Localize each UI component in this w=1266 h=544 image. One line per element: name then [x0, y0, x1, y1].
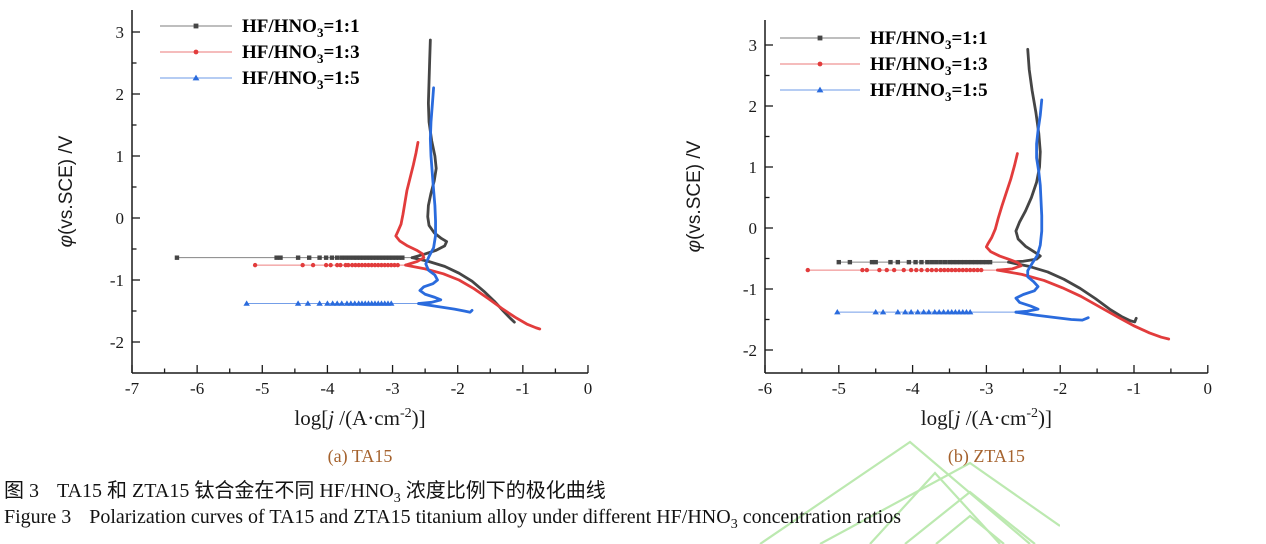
tick-labels: -7 -6 -5 -4 -3 -2 -1 0 3 2 1 0 -1 -2 — [110, 23, 592, 398]
svg-text:-4: -4 — [906, 379, 921, 398]
svg-text:0: 0 — [1204, 379, 1213, 398]
svg-text:-2: -2 — [1053, 379, 1067, 398]
legend-label: HF/HNO3=1:5 — [870, 80, 988, 104]
svg-text:-1: -1 — [110, 271, 124, 290]
svg-text:2: 2 — [116, 85, 125, 104]
legend: HF/HNO3=1:1HF/HNO3=1:3HF/HNO3=1:5 — [780, 28, 988, 104]
svg-text:1: 1 — [749, 158, 758, 177]
svg-text:-5: -5 — [255, 379, 269, 398]
series-HF/HNO3=1:3 — [252, 140, 542, 331]
x-axis-label: log[j /(A·cm-2)] — [294, 406, 425, 430]
svg-text:-1: -1 — [516, 379, 530, 398]
svg-text:-7: -7 — [125, 379, 140, 398]
series-HF/HNO3=1:5 — [243, 86, 474, 314]
panel-label: (b) ZTA15 — [948, 446, 1025, 467]
tick-marks — [764, 44, 1209, 373]
series-HF/HNO3=1:3 — [805, 152, 1171, 341]
chart-a-ta15: -7 -6 -5 -4 -3 -2 -1 0 3 2 1 0 -1 -2 log[j /(A·cm-2)] φ… — [56, 10, 592, 467]
legend-label: HF/HNO3=1:5 — [242, 68, 360, 92]
svg-text:-3: -3 — [979, 379, 993, 398]
legend-label: HF/HNO3=1:1 — [870, 28, 988, 52]
svg-text:0: 0 — [116, 209, 125, 228]
series-HF/HNO3=1:5 — [834, 98, 1090, 322]
svg-text:-6: -6 — [758, 379, 772, 398]
tick-labels: -6 -5 -4 -3 -2 -1 0 3 2 1 0 -1 -2 — [743, 36, 1212, 398]
nested-chevrons-watermark-icon — [759, 440, 1060, 544]
svg-text:-3: -3 — [385, 379, 399, 398]
y-axis-label: φ(vs.SCE) /V — [56, 135, 77, 247]
svg-text:3: 3 — [749, 36, 758, 55]
svg-text:-1: -1 — [743, 280, 757, 299]
legend-label: HF/HNO3=1:1 — [242, 16, 360, 40]
legend-label: HF/HNO3=1:3 — [870, 54, 988, 78]
caption-chinese: 图 3 TA15 和 ZTA15 钛合金在不同 HF/HNO3 浓度比例下的极化曲… — [4, 480, 606, 506]
x-axis-label: log[j /(A·cm-2)] — [921, 406, 1052, 430]
svg-text:-1: -1 — [1127, 379, 1141, 398]
panel-label: (a) TA15 — [328, 446, 393, 467]
svg-text:-5: -5 — [832, 379, 846, 398]
y-axis-label: φ(vs.SCE) /V — [684, 140, 705, 252]
svg-text:-6: -6 — [190, 379, 204, 398]
legend: HF/HNO3=1:1HF/HNO3=1:3HF/HNO3=1:5 — [160, 16, 360, 92]
tick-marks — [131, 31, 589, 373]
caption-english: Figure 3 Polarization curves of TA15 and … — [4, 506, 901, 532]
svg-text:3: 3 — [116, 23, 125, 42]
series-HF/HNO3=1:1 — [174, 38, 516, 324]
svg-text:-2: -2 — [451, 379, 465, 398]
svg-text:0: 0 — [749, 219, 758, 238]
svg-text:-2: -2 — [743, 341, 757, 360]
svg-text:2: 2 — [749, 97, 758, 116]
svg-text:0: 0 — [584, 379, 593, 398]
legend-label: HF/HNO3=1:3 — [242, 42, 360, 66]
svg-text:-2: -2 — [110, 333, 124, 352]
svg-text:-4: -4 — [320, 379, 335, 398]
series-HF/HNO3=1:1 — [836, 47, 1138, 324]
svg-text:1: 1 — [116, 147, 125, 166]
